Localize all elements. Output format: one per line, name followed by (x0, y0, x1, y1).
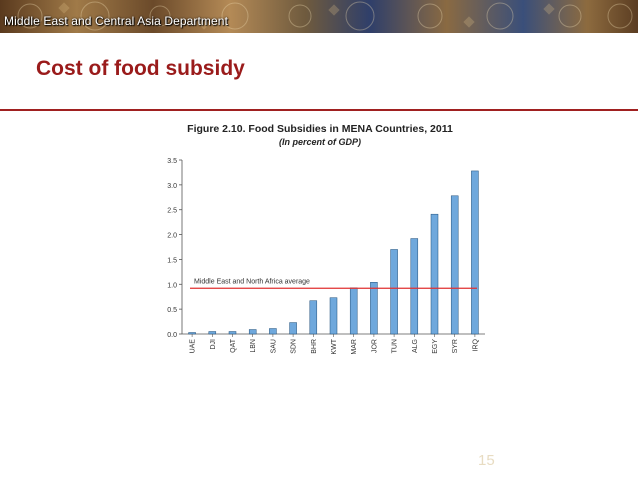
bar-jor (370, 282, 378, 335)
x-tick-label: ALG (412, 339, 419, 353)
y-tick-label: 2.5 (167, 208, 177, 215)
bar-qat (228, 331, 237, 335)
x-tick-label: TUN (392, 339, 399, 353)
chart-canvas: Figure 2.10. Food Subsidies in MENA Coun… (167, 123, 485, 355)
x-tick-label: BHR (311, 339, 318, 354)
bar-uae (188, 332, 196, 335)
y-tick-label: 0.5 (167, 307, 177, 314)
slide-title: Cost of food subsidy (36, 57, 245, 80)
bar-egy (430, 213, 439, 335)
x-tick-label: IRQ (472, 338, 479, 351)
average-line-label: Middle East and North Africa average (194, 278, 310, 285)
food-subsidy-chart: Figure 2.10. Food Subsidies in MENA Coun… (148, 118, 493, 368)
header-banner: Middle East and Central Asia Department (0, 0, 638, 33)
y-tick-label: 2.0 (167, 233, 177, 240)
x-tick-label: SAU (270, 339, 277, 353)
mosaic-pattern (17, 1, 633, 31)
y-tick-label: 1.5 (167, 257, 177, 264)
y-tick-label: 3.0 (167, 183, 177, 190)
page-number: 15 (478, 452, 495, 469)
bar-irq (471, 170, 479, 335)
y-tick-label: 0.0 (167, 332, 177, 339)
x-tick-label: SDN (291, 339, 298, 354)
bar-mar (349, 287, 358, 335)
x-tick-label: MAR (351, 339, 358, 355)
chart-subtitle: (In percent of GDP) (279, 137, 361, 147)
bar-sau (269, 328, 277, 335)
x-tick-label: EGY (432, 339, 439, 354)
x-tick-label: JOR (371, 339, 378, 353)
chart-title: Figure 2.10. Food Subsidies in MENA Coun… (187, 123, 453, 135)
x-tick-label: LBN (250, 339, 257, 353)
x-tick-label: QAT (230, 338, 237, 353)
bar-syr (450, 195, 459, 335)
bar-bhr (309, 300, 318, 335)
title-divider (0, 109, 638, 111)
x-tick-label: UAE (190, 339, 197, 354)
bar-lbn (248, 329, 257, 335)
y-tick-label: 3.5 (167, 158, 177, 165)
bar-dji (208, 331, 217, 335)
x-tick-label: KWT (331, 338, 338, 354)
x-tick-label: SYR (452, 339, 459, 353)
bar-alg (410, 238, 419, 335)
x-tick-label: DJI (210, 339, 217, 350)
department-label: Middle East and Central Asia Department (4, 14, 229, 28)
bar-tun (390, 249, 398, 335)
bar-sdn (289, 322, 297, 335)
y-tick-label: 1.0 (167, 282, 177, 289)
bar-kwt (329, 297, 338, 335)
